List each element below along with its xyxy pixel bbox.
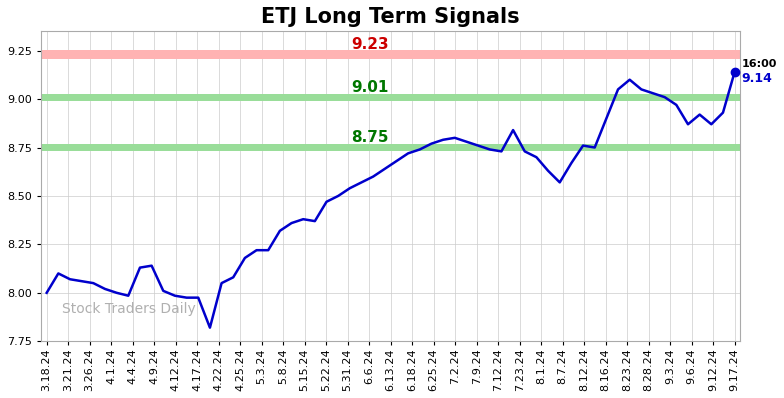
- Bar: [41, 94, 740, 101]
- Text: 9.23: 9.23: [351, 37, 389, 52]
- Text: 8.75: 8.75: [351, 130, 389, 145]
- Text: 9.14: 9.14: [742, 72, 773, 85]
- Bar: [41, 144, 740, 151]
- Bar: [41, 50, 740, 59]
- Title: ETJ Long Term Signals: ETJ Long Term Signals: [261, 7, 520, 27]
- Text: 9.01: 9.01: [351, 80, 389, 95]
- Text: Stock Traders Daily: Stock Traders Daily: [62, 302, 195, 316]
- Text: 16:00: 16:00: [742, 59, 777, 69]
